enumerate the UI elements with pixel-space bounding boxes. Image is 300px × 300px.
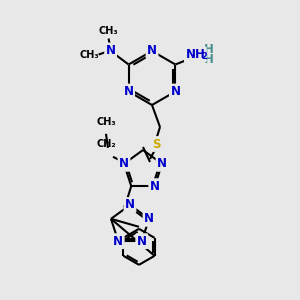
- Text: N: N: [106, 44, 116, 57]
- Text: N: N: [125, 199, 135, 212]
- Text: N: N: [157, 157, 167, 170]
- Text: S: S: [152, 137, 160, 151]
- Text: CH₂: CH₂: [96, 139, 116, 149]
- Text: NH: NH: [185, 48, 205, 61]
- Text: N: N: [144, 212, 154, 225]
- Text: N: N: [119, 157, 129, 170]
- Text: 2: 2: [201, 52, 207, 61]
- Text: CH₃: CH₃: [96, 117, 116, 127]
- Text: N: N: [113, 235, 123, 248]
- Text: N: N: [170, 85, 180, 98]
- Text: CH₃: CH₃: [80, 50, 99, 59]
- Text: N: N: [137, 235, 147, 248]
- Text: N: N: [150, 180, 160, 193]
- Text: N: N: [147, 44, 157, 58]
- Text: N: N: [124, 85, 134, 98]
- Text: H: H: [203, 53, 213, 66]
- Text: CH₃: CH₃: [99, 26, 118, 37]
- Text: NH: NH: [185, 48, 205, 61]
- Text: H: H: [203, 43, 213, 56]
